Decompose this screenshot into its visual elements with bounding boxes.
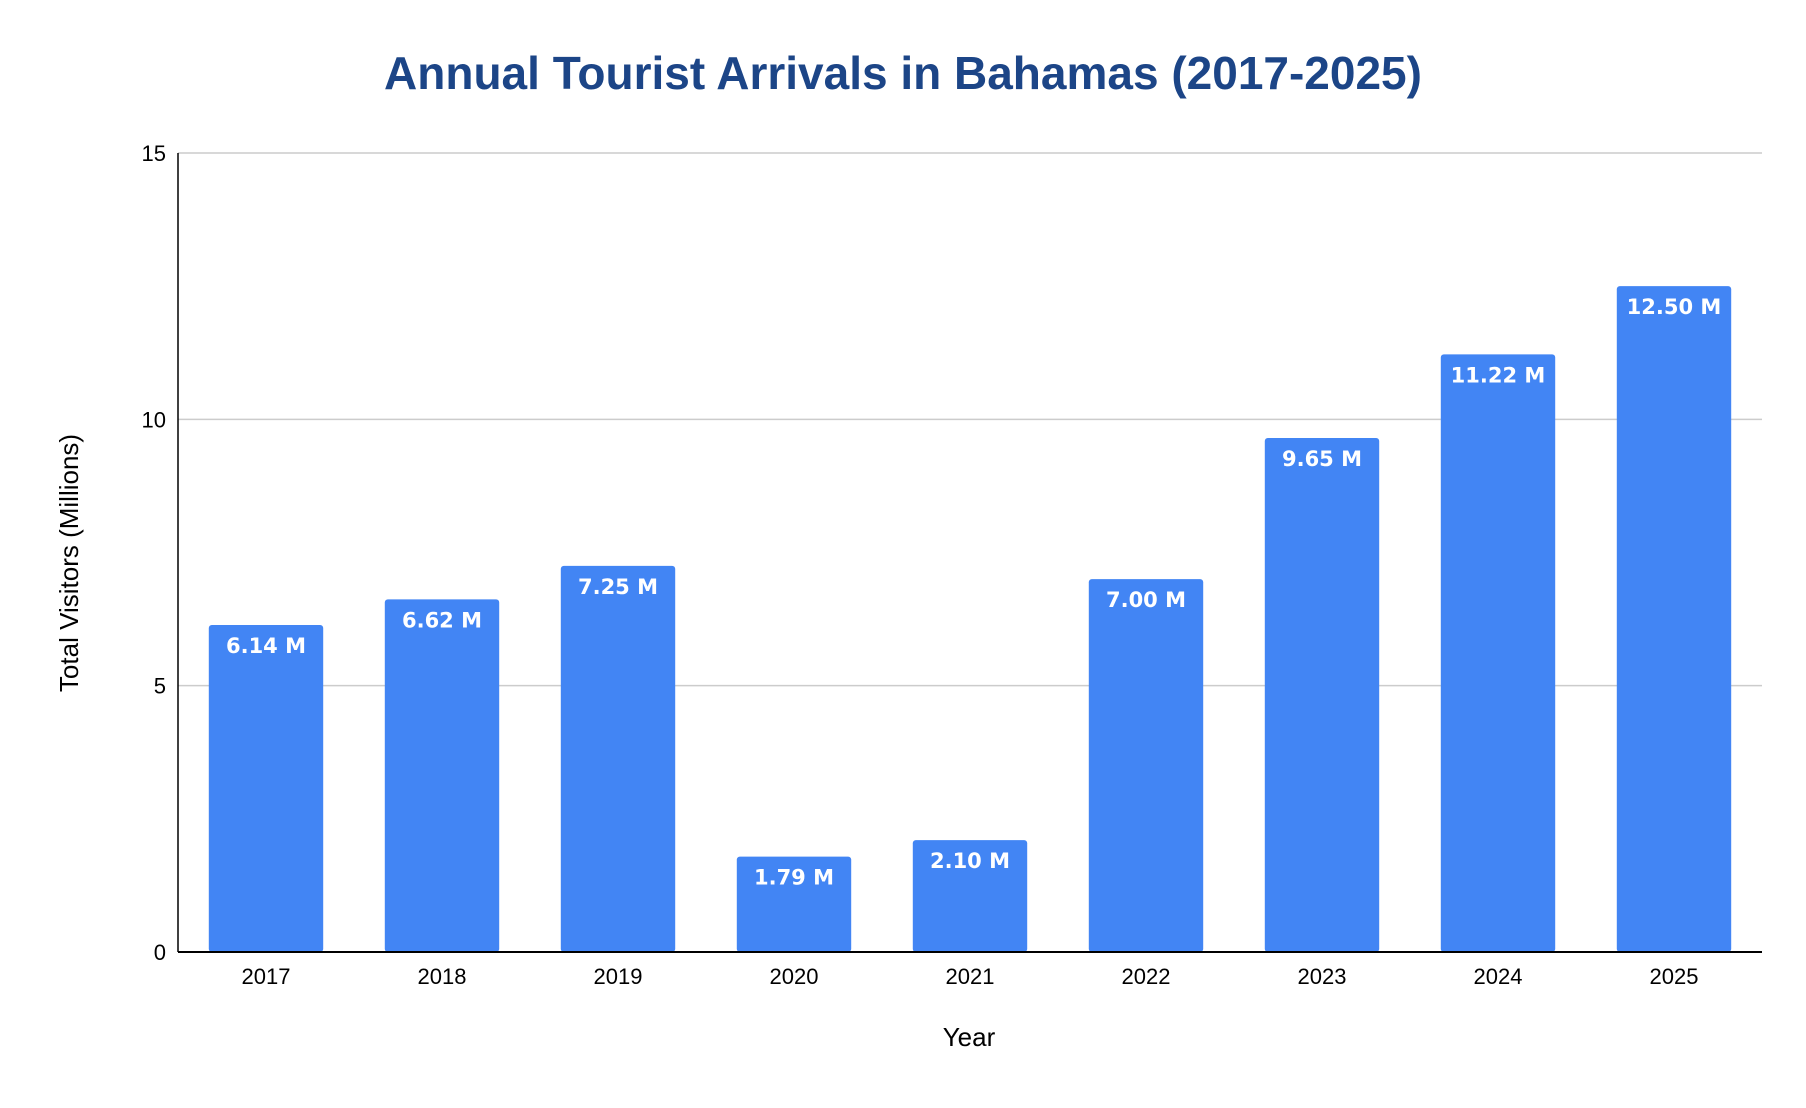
x-tick-labels: 2017 2018 2019 2020 2021 2022 2023 2024 2025	[242, 964, 1699, 989]
bar	[1440, 354, 1556, 952]
bars	[208, 286, 1732, 953]
data-label: 2.10 M	[930, 849, 1010, 873]
bar	[560, 565, 676, 952]
bar	[208, 624, 324, 952]
bar	[736, 856, 852, 952]
x-tick-label: 2022	[1122, 964, 1171, 989]
chart-title: Annual Tourist Arrivals in Bahamas (2017…	[384, 47, 1422, 99]
data-labels: 6.14 M 6.62 M 7.25 M 1.79 M 2.10 M 7.00 M 9.65…	[226, 295, 1721, 889]
axes	[177, 153, 1762, 953]
data-label: 12.50 M	[1627, 295, 1722, 319]
bar	[912, 840, 1028, 952]
data-label: 11.22 M	[1451, 363, 1546, 387]
bar	[1088, 579, 1204, 952]
y-tick-labels: 0 5 10 15	[142, 141, 166, 965]
x-axis-title: Year	[943, 1022, 996, 1052]
y-tick-label: 10	[142, 407, 166, 432]
x-tick-label: 2023	[1298, 964, 1347, 989]
bar	[1616, 286, 1732, 953]
x-tick-label: 2019	[594, 964, 643, 989]
y-tick-label: 0	[154, 940, 166, 965]
x-tick-label: 2025	[1650, 964, 1699, 989]
x-tick-label: 2021	[946, 964, 995, 989]
data-label: 1.79 M	[754, 866, 834, 890]
y-tick-label: 15	[142, 141, 166, 166]
x-tick-label: 2018	[418, 964, 467, 989]
y-axis-title: Total Visitors (Millions)	[54, 434, 84, 692]
x-tick-label: 2020	[770, 964, 819, 989]
x-tick-label: 2017	[242, 964, 291, 989]
data-label: 6.14 M	[226, 634, 306, 658]
data-label: 7.25 M	[578, 575, 658, 599]
data-label: 6.62 M	[402, 608, 482, 632]
bar	[384, 599, 500, 952]
bar	[1264, 437, 1380, 952]
x-tick-label: 2024	[1474, 964, 1523, 989]
data-label: 7.00 M	[1106, 588, 1186, 612]
y-tick-label: 5	[154, 674, 166, 699]
data-label: 9.65 M	[1282, 447, 1362, 471]
